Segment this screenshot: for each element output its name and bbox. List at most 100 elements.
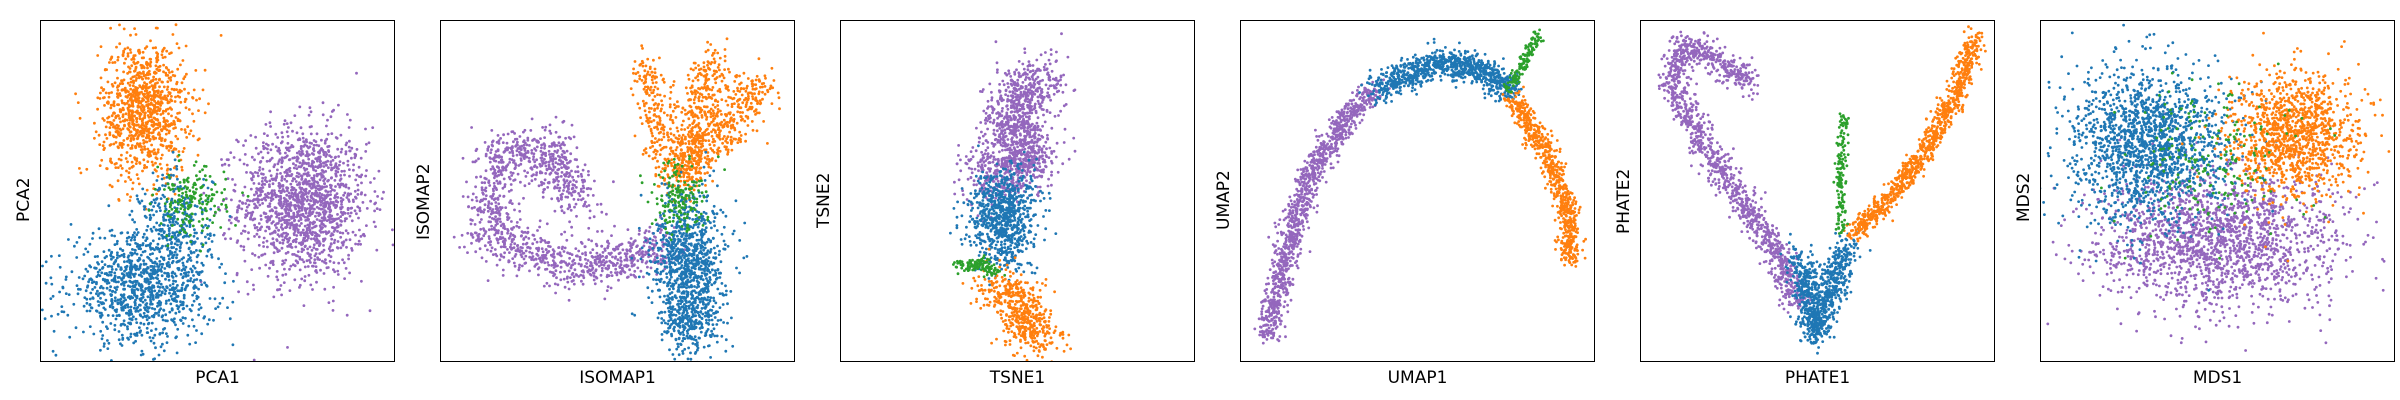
scatter-point xyxy=(151,193,155,197)
scatter-point xyxy=(115,45,118,49)
scatter-point xyxy=(224,177,228,181)
scatter-point xyxy=(302,188,306,192)
scatter-point xyxy=(128,134,131,138)
scatter-point xyxy=(328,210,332,214)
scatter-point xyxy=(158,64,162,68)
scatter-point xyxy=(187,324,191,328)
scatter-point xyxy=(129,51,133,54)
scatter-point xyxy=(150,150,154,153)
scatter-point xyxy=(636,266,640,270)
scatter-point xyxy=(148,253,152,256)
scatter-point xyxy=(151,109,155,113)
scatter-point xyxy=(123,323,127,327)
scatter-point xyxy=(326,193,329,197)
scatter-point xyxy=(264,229,267,233)
scatter-point xyxy=(596,203,599,206)
scatter-point xyxy=(138,256,141,260)
scatter-point xyxy=(311,226,314,230)
scatter-point xyxy=(96,54,100,57)
scatter-point xyxy=(320,138,323,142)
scatter-point xyxy=(109,304,112,308)
scatter-point xyxy=(143,147,147,151)
scatter-point xyxy=(274,206,278,210)
scatter-point xyxy=(256,187,260,191)
scatter-point xyxy=(314,252,318,256)
scatter-point xyxy=(126,327,129,331)
scatter-point xyxy=(175,230,179,234)
scatter-point xyxy=(548,145,551,148)
scatter-point xyxy=(500,158,504,162)
scatter-point xyxy=(58,265,62,269)
scatter-point xyxy=(124,57,128,61)
scatter-point xyxy=(136,309,140,313)
scatter-point xyxy=(124,280,128,284)
scatter-point xyxy=(210,240,214,243)
scatter-point xyxy=(282,281,286,284)
scatter-point xyxy=(116,298,120,302)
scatter-point xyxy=(339,174,343,177)
scatter-point xyxy=(126,52,130,55)
scatter-point xyxy=(281,273,285,277)
scatter-point xyxy=(163,267,167,270)
scatter-point xyxy=(166,101,170,105)
scatter-point xyxy=(262,197,266,200)
scatter-point xyxy=(162,256,166,260)
scatter-point xyxy=(327,247,331,251)
scatter-point xyxy=(126,305,130,309)
scatter-point xyxy=(616,261,619,265)
scatter-point xyxy=(268,121,272,125)
scatter-point xyxy=(295,131,299,135)
scatter-point xyxy=(318,178,322,182)
scatter-point xyxy=(638,253,641,256)
scatter-point xyxy=(560,166,563,170)
scatter-point xyxy=(146,73,150,77)
scatter-point xyxy=(120,282,123,286)
scatter-point xyxy=(338,160,342,164)
scatter-point xyxy=(169,203,173,207)
scatter-point xyxy=(516,147,520,150)
scatter-point xyxy=(497,139,501,142)
scatter-point xyxy=(50,254,53,258)
scatter-point xyxy=(548,123,552,127)
scatter-point xyxy=(279,141,283,145)
scatter-point xyxy=(96,300,100,303)
scatter-point xyxy=(183,210,187,214)
scatter-point xyxy=(256,200,260,204)
scatter-point xyxy=(530,149,534,152)
scatter-point xyxy=(264,176,267,180)
scatter-point xyxy=(584,251,587,255)
scatter-point xyxy=(163,202,167,206)
scatter-point xyxy=(309,261,312,264)
scatter-point xyxy=(509,243,513,246)
scatter-point xyxy=(494,252,498,256)
scatter-point xyxy=(113,234,116,238)
scatter-point xyxy=(578,194,582,198)
scatter-point xyxy=(282,231,286,235)
scatter-point xyxy=(188,189,192,193)
scatter-point xyxy=(125,311,128,315)
scatter-point xyxy=(368,309,372,313)
scatter-point xyxy=(148,202,152,206)
scatter-point xyxy=(320,193,324,197)
scatter-point xyxy=(496,238,499,242)
scatter-point xyxy=(503,245,507,249)
scatter-point xyxy=(563,165,566,169)
scatter-point xyxy=(176,137,180,141)
scatter-point xyxy=(292,177,295,180)
scatter-point xyxy=(179,224,183,228)
scatter-point xyxy=(133,235,137,239)
scatter-point xyxy=(111,305,115,309)
scatter-point xyxy=(523,184,527,188)
scatter-point xyxy=(308,174,311,177)
scatter-point xyxy=(272,189,276,193)
scatter-point xyxy=(164,207,168,211)
scatter-point xyxy=(281,238,285,242)
scatter-point xyxy=(579,172,583,176)
scatter-point xyxy=(331,309,335,312)
scatter-point xyxy=(113,296,117,300)
scatter-point xyxy=(106,314,110,317)
scatter-point xyxy=(319,203,323,207)
scatter-point xyxy=(329,176,333,180)
scatter-point xyxy=(155,262,159,266)
scatter-point xyxy=(148,243,152,247)
